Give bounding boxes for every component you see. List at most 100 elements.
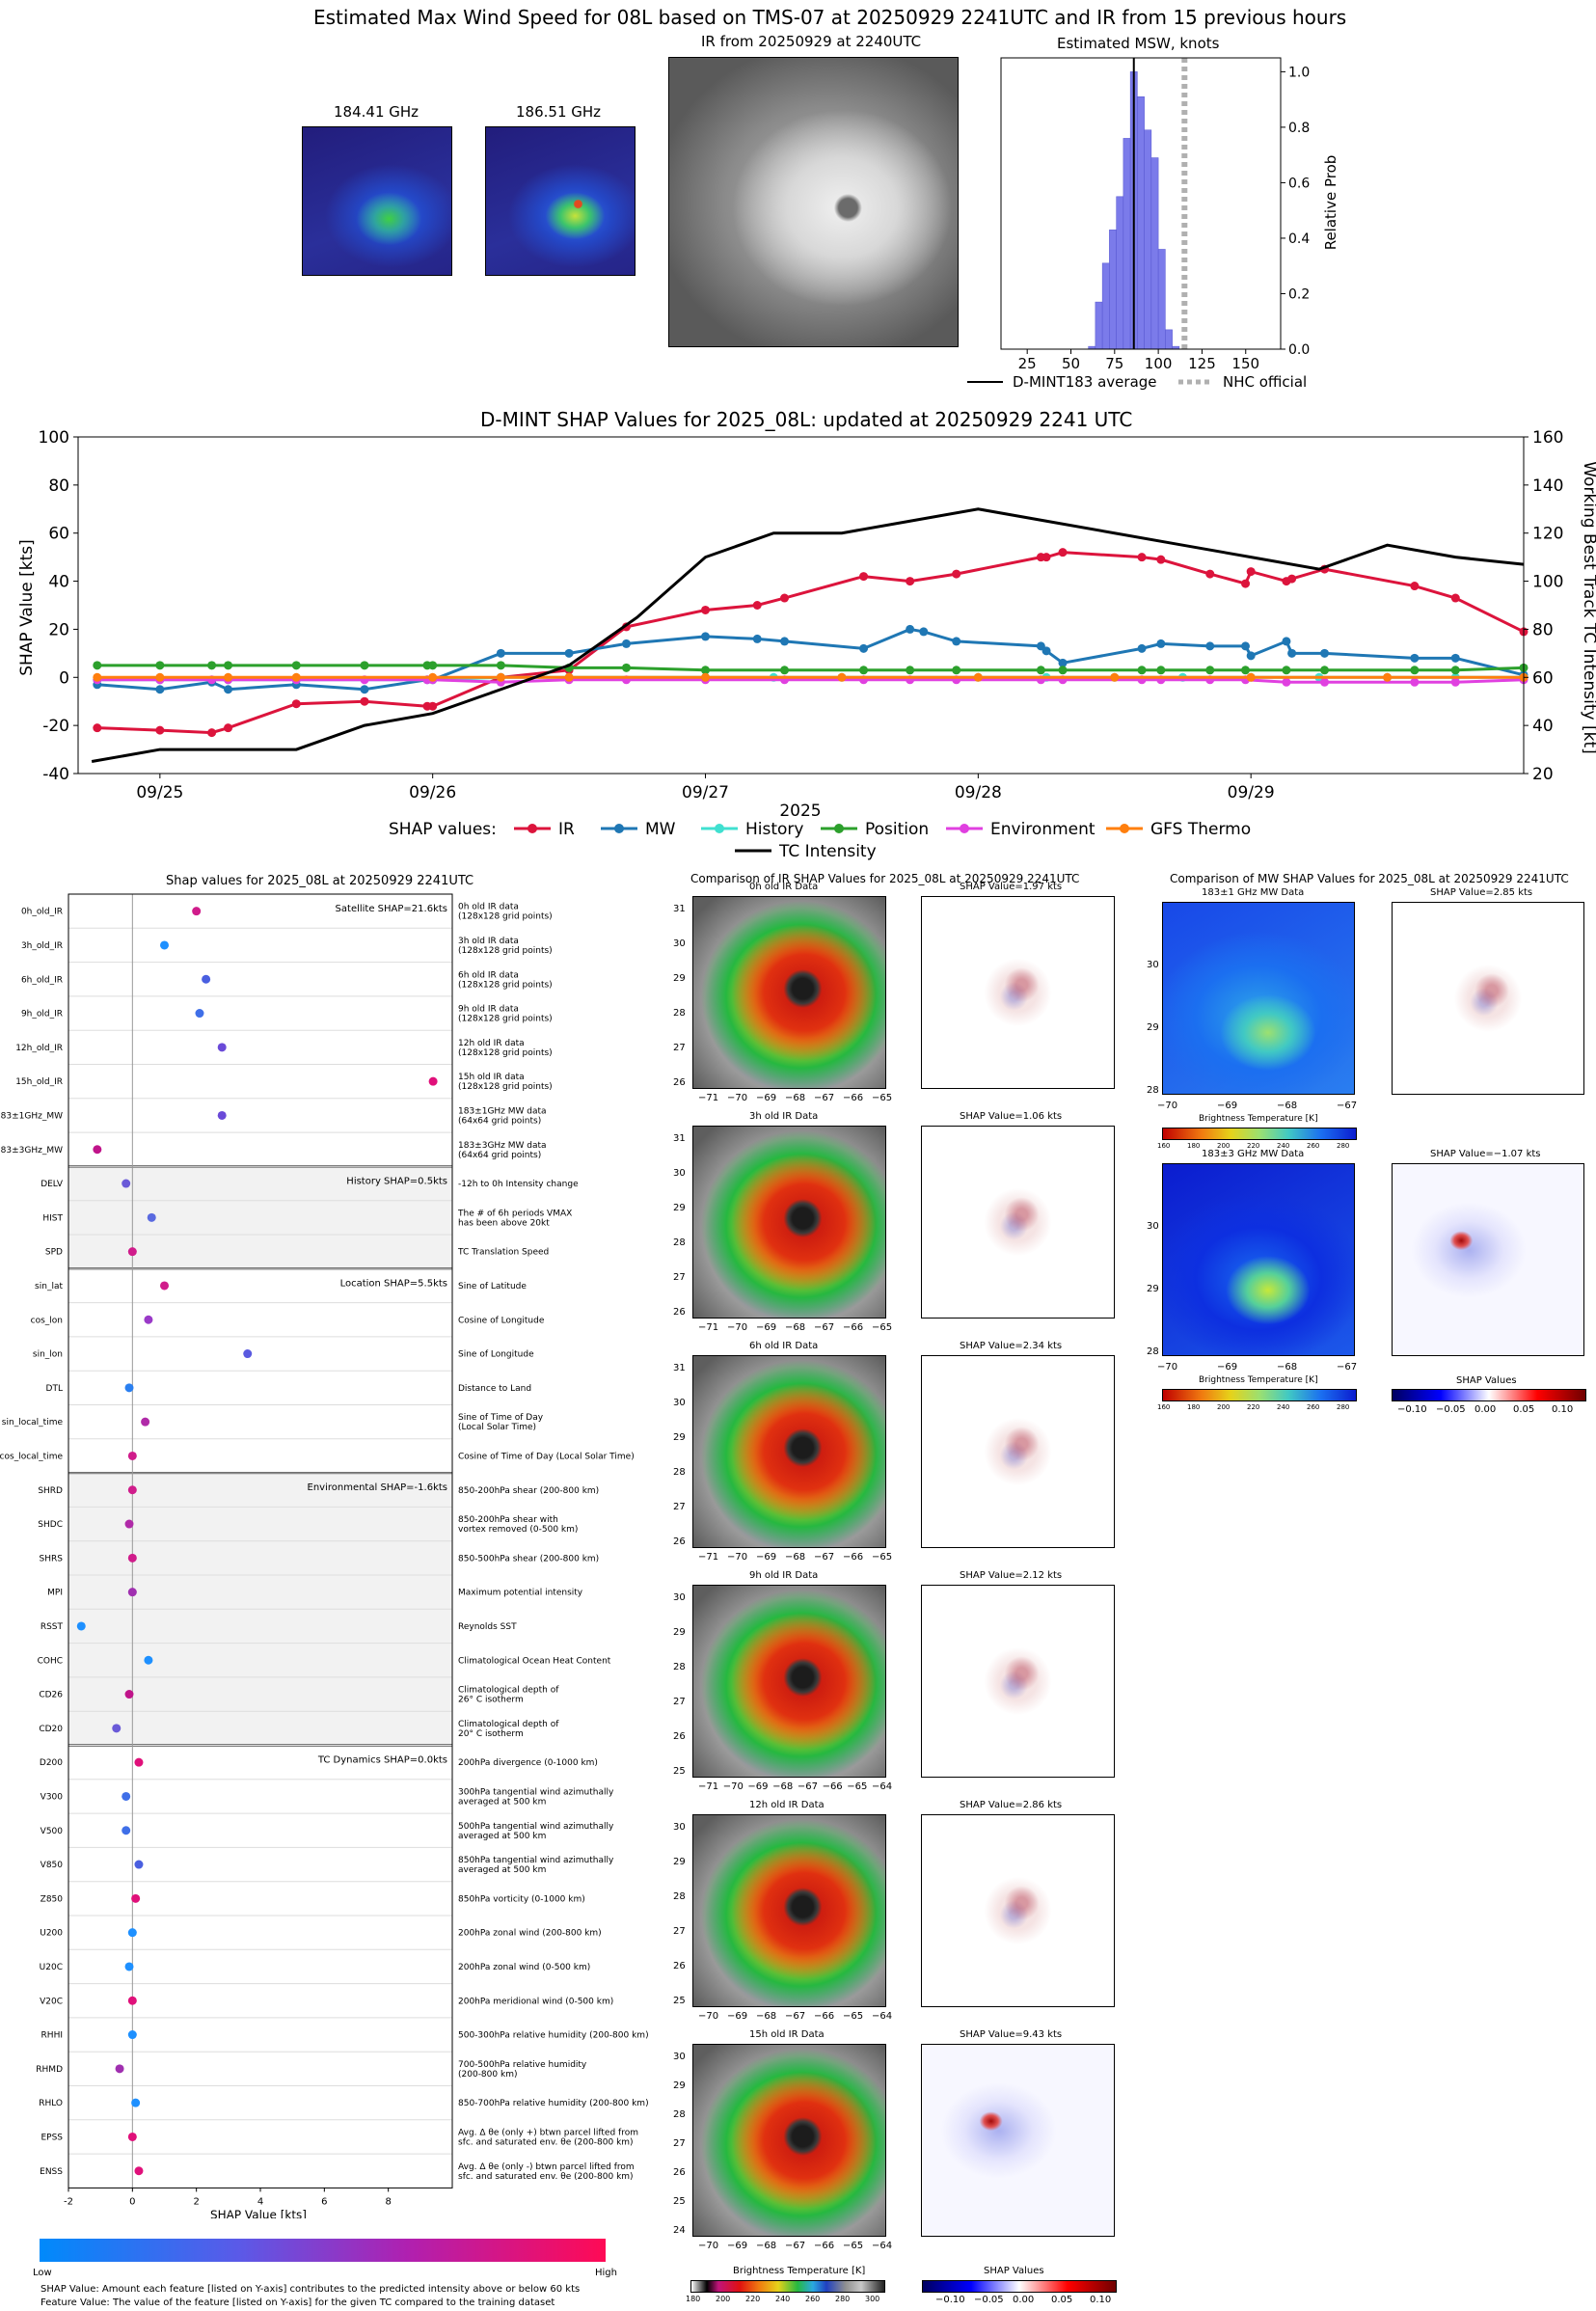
series-point-mw xyxy=(919,627,929,637)
histogram-title: Estimated MSW, knots xyxy=(1057,35,1220,52)
ir-xtick: −64 xyxy=(872,1781,893,1792)
feature-shap-point xyxy=(127,1996,137,2005)
mw-bt-tick: 180 xyxy=(1187,1403,1201,1411)
mw-comparison-title: Comparison of MW SHAP Values for 2025_08… xyxy=(1170,872,1569,885)
mw-shap-label: SHAP Values xyxy=(1456,1375,1517,1386)
ts-ytick-label: 80 xyxy=(48,476,69,496)
feature-description: sfc. and saturated env. θe (200-800 km) xyxy=(458,2137,634,2147)
histogram-bar xyxy=(1137,96,1145,350)
ir-xtick: −65 xyxy=(872,1322,893,1333)
ir-xtick: −70 xyxy=(727,1322,748,1333)
feature-shap-point xyxy=(131,2098,141,2107)
ir-row-image xyxy=(692,1585,886,1778)
feature-shap-chart: Satellite SHAP=21.6kts History SHAP=0.5kt… xyxy=(0,893,649,2218)
mw-bt-tick: 200 xyxy=(1217,1142,1231,1150)
feature-shap-point xyxy=(131,1893,141,1903)
ir-xtick: −67 xyxy=(814,1552,835,1563)
mw-xtick: −67 xyxy=(1337,1362,1358,1373)
feature-name: 0h_old_IR xyxy=(21,908,63,917)
series-point-position xyxy=(1241,666,1251,675)
ir-row-shap-label: SHAP Value=1.06 kts xyxy=(960,1111,1063,1122)
series-point-mw xyxy=(701,632,711,641)
feature-name: HIST xyxy=(42,1213,63,1223)
ts-xtick-label: 09/27 xyxy=(682,783,729,802)
feature-description: 200hPa zonal wind (0-500 km) xyxy=(458,1963,590,1972)
series-point-mw xyxy=(1287,648,1297,658)
ir-xtick: −68 xyxy=(756,2011,777,2022)
feature-name: RHMD xyxy=(36,2065,63,2075)
shap-timeseries-chart: -40 -20 0 20 40 60 80 100 20 40 60 80 100 120 140 160 09… xyxy=(17,428,1596,861)
colorbar-high-label: High xyxy=(595,2268,617,2278)
feature-shap-point xyxy=(122,1791,131,1801)
feature-name: V20C xyxy=(40,1997,63,2006)
series-point-ir xyxy=(1205,569,1215,579)
histogram-ytick-label: 0.4 xyxy=(1288,231,1310,247)
feature-name: V300 xyxy=(41,1792,64,1802)
feature-description: Climatological depth of xyxy=(458,1686,559,1696)
legend-label: Environment xyxy=(990,820,1096,839)
series-point-mw xyxy=(1410,653,1420,663)
series-point-mw xyxy=(1156,639,1166,648)
ir-xtick: −65 xyxy=(843,2011,864,2022)
ir-xtick: −69 xyxy=(747,1781,769,1792)
legend-marker xyxy=(1120,824,1129,833)
series-point-position xyxy=(621,663,631,672)
feature-name: 9h_old_IR xyxy=(21,1010,63,1020)
ir-xtick: −68 xyxy=(785,1322,806,1333)
series-point-ir xyxy=(952,569,961,579)
feature-shap-point xyxy=(217,1043,227,1052)
series-point-position xyxy=(1320,666,1330,675)
series-point-mw xyxy=(155,685,165,694)
feature-description: 6h old IR data xyxy=(458,970,519,980)
ts-y2label: Working Best Track TC Intensity [kt] xyxy=(1580,461,1596,754)
mw-bt-tick: 240 xyxy=(1277,1403,1290,1411)
ir-xtick: −71 xyxy=(698,1322,719,1333)
feature-shap-point xyxy=(428,1076,438,1086)
mw-xtick: −68 xyxy=(1277,1362,1298,1373)
feature-description: averaged at 500 km xyxy=(458,1865,546,1875)
feature-description: vortex removed (0-500 km) xyxy=(458,1525,578,1535)
ts-y2tick-label: 40 xyxy=(1532,717,1554,736)
feature-definition-note: Feature Value: The value of the feature … xyxy=(41,2297,555,2308)
ir-row-shap-label: SHAP Value=1.97 kts xyxy=(960,882,1063,892)
group-label: History SHAP=0.5kts xyxy=(346,1176,447,1186)
ir-xtick: −70 xyxy=(698,2011,719,2022)
ir-xtick: −68 xyxy=(785,1552,806,1563)
ir-comparison-title: Comparison of IR SHAP Values for 2025_08… xyxy=(690,872,1080,885)
mw-xtick: −70 xyxy=(1157,1362,1178,1373)
feature-description: (Local Solar Time) xyxy=(458,1423,536,1432)
ir-ytick: 28 xyxy=(673,1237,686,1248)
ts-ytick-label: 60 xyxy=(48,525,69,544)
ir-row-shap-label: SHAP Value=9.43 kts xyxy=(960,2029,1063,2040)
feature-xtick-label: 4 xyxy=(257,2196,263,2207)
ir-ytick: 29 xyxy=(673,1432,686,1443)
ts-ytick-label: 20 xyxy=(48,620,69,639)
series-point-ir xyxy=(1246,567,1256,577)
series-point-environment xyxy=(1320,677,1330,687)
mw184-title: 184.41 GHz xyxy=(334,103,419,121)
ir-xtick: −67 xyxy=(785,2011,806,2022)
series-point-environment xyxy=(1450,677,1460,687)
feature-shap-point xyxy=(192,907,202,916)
feature-name: SHRS xyxy=(40,1554,64,1563)
ir-row-shap-label: SHAP Value=2.86 kts xyxy=(960,1800,1063,1810)
ir-xtick: −65 xyxy=(872,1552,893,1563)
feature-name: sin_lon xyxy=(33,1350,63,1360)
ir-xtick: −70 xyxy=(698,2241,719,2251)
series-point-ir xyxy=(224,723,233,733)
series-point-position xyxy=(291,661,301,670)
ts-ytick-label: -40 xyxy=(42,765,69,784)
series-point-position xyxy=(701,666,711,675)
ir-ytick: 26 xyxy=(673,1307,686,1318)
feature-xtick-label: -2 xyxy=(64,2196,73,2207)
series-point-position xyxy=(93,661,102,670)
feature-xtick-label: 8 xyxy=(385,2196,391,2207)
series-point-position xyxy=(1282,666,1291,675)
feature-name: RSST xyxy=(41,1622,64,1632)
feature-name: SHDC xyxy=(38,1520,63,1530)
ir-ytick: 30 xyxy=(673,1592,686,1603)
ir-xtick: −71 xyxy=(698,1781,719,1792)
ir-shap-tick: 0.05 xyxy=(1051,2295,1073,2305)
ir-xtick: −70 xyxy=(722,1781,744,1792)
mw-bt-tick: 280 xyxy=(1337,1403,1350,1411)
